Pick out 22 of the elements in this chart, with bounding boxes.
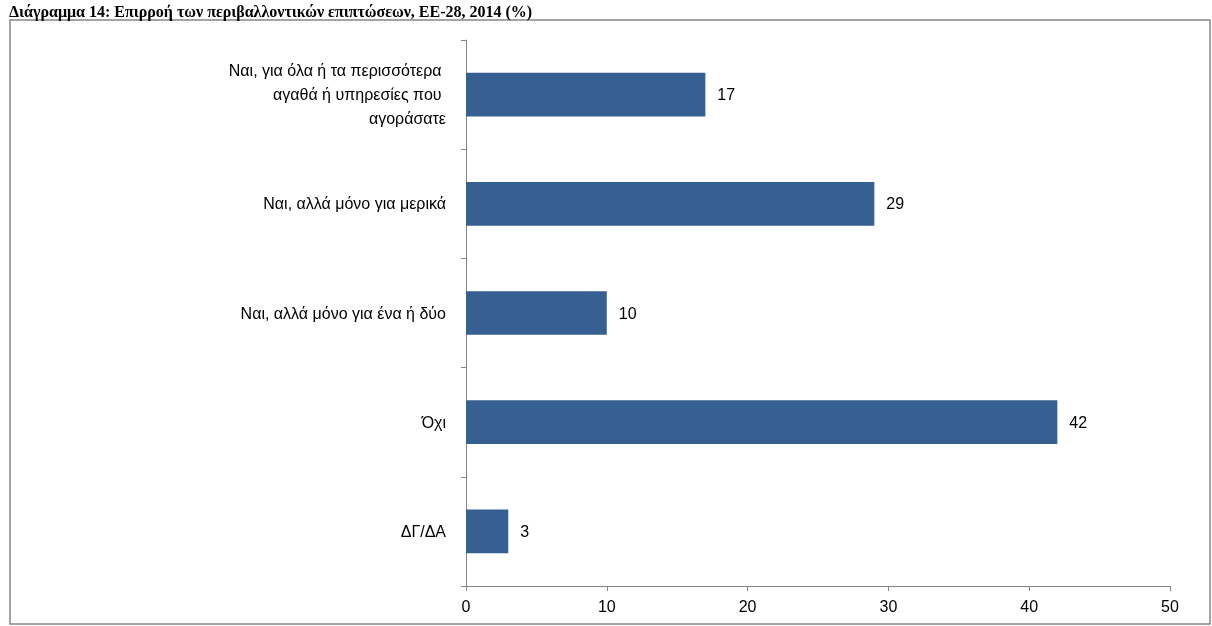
x-tick-label: 20: [738, 597, 757, 615]
data-label: 10: [618, 304, 637, 322]
bar: [466, 400, 1058, 445]
data-label: 17: [717, 86, 736, 104]
y-tick-label: ΔΓ/ΔΑ: [400, 522, 447, 540]
text: Διάγραμμα 14: Επιρροή των περιβαλλοντικών επιπτώσεων, ΕΕ-28, 2014 (%): [9, 2, 533, 21]
y-tick-label: Ναι, αλλά μόνο για μερικά: [263, 195, 446, 213]
data-label: 3: [520, 522, 530, 540]
x-tick-label: 30: [879, 597, 898, 615]
x-tick-label: 0: [461, 597, 471, 615]
data-label: 29: [886, 195, 905, 213]
y-tick-label: Ναι, αλλά μόνο για ένα ή δύο: [240, 304, 447, 322]
y-tick-label: Ναι, για όλα ή τα περισσότερα αγαθά ή υπηρεσίες που αγοράσατε: [228, 62, 446, 128]
x-tick-label: 50: [1161, 597, 1179, 615]
x-tick-label: 40: [1020, 597, 1039, 615]
x-tick-label: 10: [597, 597, 616, 615]
bar: [466, 291, 607, 335]
y-tick-label: Όχι: [420, 413, 447, 431]
data-label: 42: [1069, 413, 1088, 431]
bar: [466, 509, 509, 554]
bar: [466, 72, 706, 117]
bar: [466, 181, 875, 226]
